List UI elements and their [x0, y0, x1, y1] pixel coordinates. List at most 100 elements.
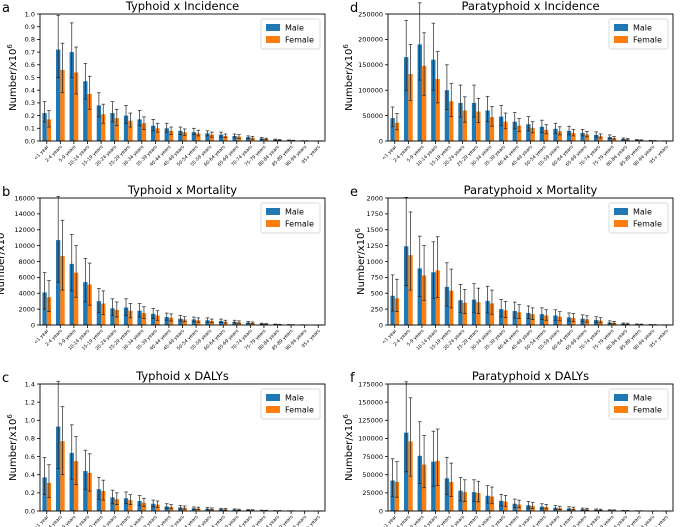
legend-swatch-female [266, 406, 280, 413]
legend-label-male: Male [285, 394, 304, 403]
bar-female [435, 79, 440, 141]
y-tick-label: 16000 [14, 194, 35, 202]
legend-label-female: Female [633, 220, 662, 229]
panel-e: e Paratyphoid x Mortality 0 250 500 750 1000 12… [350, 183, 674, 352]
bar-male [137, 310, 142, 325]
bar-male [526, 124, 531, 141]
legend-label-female: Female [633, 36, 662, 45]
y-tick-label: 0 [379, 321, 383, 329]
y-axis-label: Number/x106 [6, 414, 19, 481]
bar-male [110, 308, 115, 325]
bar-male [151, 125, 156, 141]
y-axis-label-text: Number/x10 [8, 49, 19, 111]
bar-female [60, 441, 65, 511]
y-tick-label: 0.6 [25, 453, 35, 461]
y-tick-label: 1000 [366, 258, 383, 266]
bar-female [476, 111, 481, 141]
y-tick-label: 250000 [358, 10, 383, 18]
bar-male [69, 263, 74, 325]
y-tick-label: 150000 [358, 398, 383, 406]
bar-female [168, 317, 174, 325]
bar-female [516, 125, 522, 141]
bar-female [196, 320, 201, 325]
bar-female [530, 127, 535, 141]
bar-male [499, 116, 504, 141]
bar-male [164, 317, 169, 325]
panel-a: a Typhoid x Incidence 0.0 0.1 0.2 0.3 0.4 0.5 0.… [2, 0, 326, 168]
y-tick-label: 500 [371, 290, 383, 298]
bar-female [571, 132, 576, 141]
y-tick-label: 150000 [358, 61, 383, 69]
bar-female [141, 313, 147, 325]
y-tick-label: 6000 [18, 274, 35, 282]
bar-female [168, 130, 174, 141]
chart-title: Paratyphoid x Mortality [464, 183, 598, 197]
bar-female [101, 491, 106, 511]
y-tick-label: 10000 [14, 242, 35, 250]
bar-female [128, 500, 133, 511]
panel-letter: b [2, 185, 10, 200]
y-tick-label: 0 [379, 137, 383, 145]
bar-female [611, 137, 617, 141]
bar-male [205, 320, 210, 325]
bar-female [223, 321, 228, 325]
bar-female [408, 73, 413, 141]
y-tick-label: 0.4 [25, 87, 35, 95]
y-axis-label-text: Number/x10 [356, 233, 367, 295]
bar-male [83, 81, 88, 141]
bar-male [580, 132, 585, 141]
y-tick-label: 200000 [358, 36, 383, 44]
bar-female [503, 121, 508, 141]
y-tick-label: 0.0 [25, 507, 35, 515]
bar-male [164, 506, 169, 511]
bar-female [209, 134, 214, 141]
plot-frame [387, 197, 674, 326]
panel-letter: f [350, 371, 355, 386]
bar-male [56, 240, 61, 325]
bar-male [96, 489, 102, 511]
bar-male [485, 110, 490, 141]
bar-male [444, 478, 450, 511]
bar-male [83, 282, 88, 325]
plot-frame [387, 13, 674, 142]
panel-letter: c [2, 371, 9, 386]
x-tick-label: <1 year [33, 514, 50, 527]
bar-female [223, 135, 228, 141]
y-tick-label: 1.0 [25, 10, 35, 18]
bar-female [544, 129, 549, 141]
plot-frame [387, 383, 674, 512]
bar-male [83, 471, 88, 511]
legend-label-female: Female [285, 220, 314, 229]
y-tick-label: 0.0 [25, 137, 35, 145]
bar-male [191, 319, 197, 325]
y-axis-label-text: Number/x10 [0, 233, 7, 295]
bar-male [96, 105, 102, 141]
bar-female [73, 272, 79, 325]
y-tick-label: 125000 [358, 417, 383, 425]
y-axis-label-superscript: 6 [6, 414, 14, 419]
legend-swatch-male [614, 208, 628, 215]
bar-male [404, 57, 409, 141]
y-tick-label: 8000 [18, 258, 35, 266]
y-tick-label: 0.7 [25, 48, 35, 56]
legend-swatch-female [266, 220, 280, 227]
bar-female [489, 117, 495, 141]
bar-female [60, 255, 65, 325]
bar-male [607, 136, 612, 141]
legend-swatch-male [614, 394, 628, 401]
legend-swatch-female [614, 220, 628, 227]
bar-female [73, 72, 79, 141]
plot-frame [39, 197, 326, 326]
legend-swatch-female [266, 36, 280, 43]
plot-frame [39, 13, 326, 142]
y-tick-label: 0.3 [25, 99, 35, 107]
y-axis-label: Number/x106 [6, 44, 19, 111]
bar-female [182, 319, 187, 325]
bar-male [178, 130, 183, 141]
y-tick-label: 0.8 [25, 36, 35, 44]
bar-male [69, 52, 74, 141]
bar-female [449, 101, 454, 141]
bar-male [123, 115, 129, 141]
bar-male [164, 128, 169, 141]
y-tick-label: 0.9 [25, 23, 35, 31]
